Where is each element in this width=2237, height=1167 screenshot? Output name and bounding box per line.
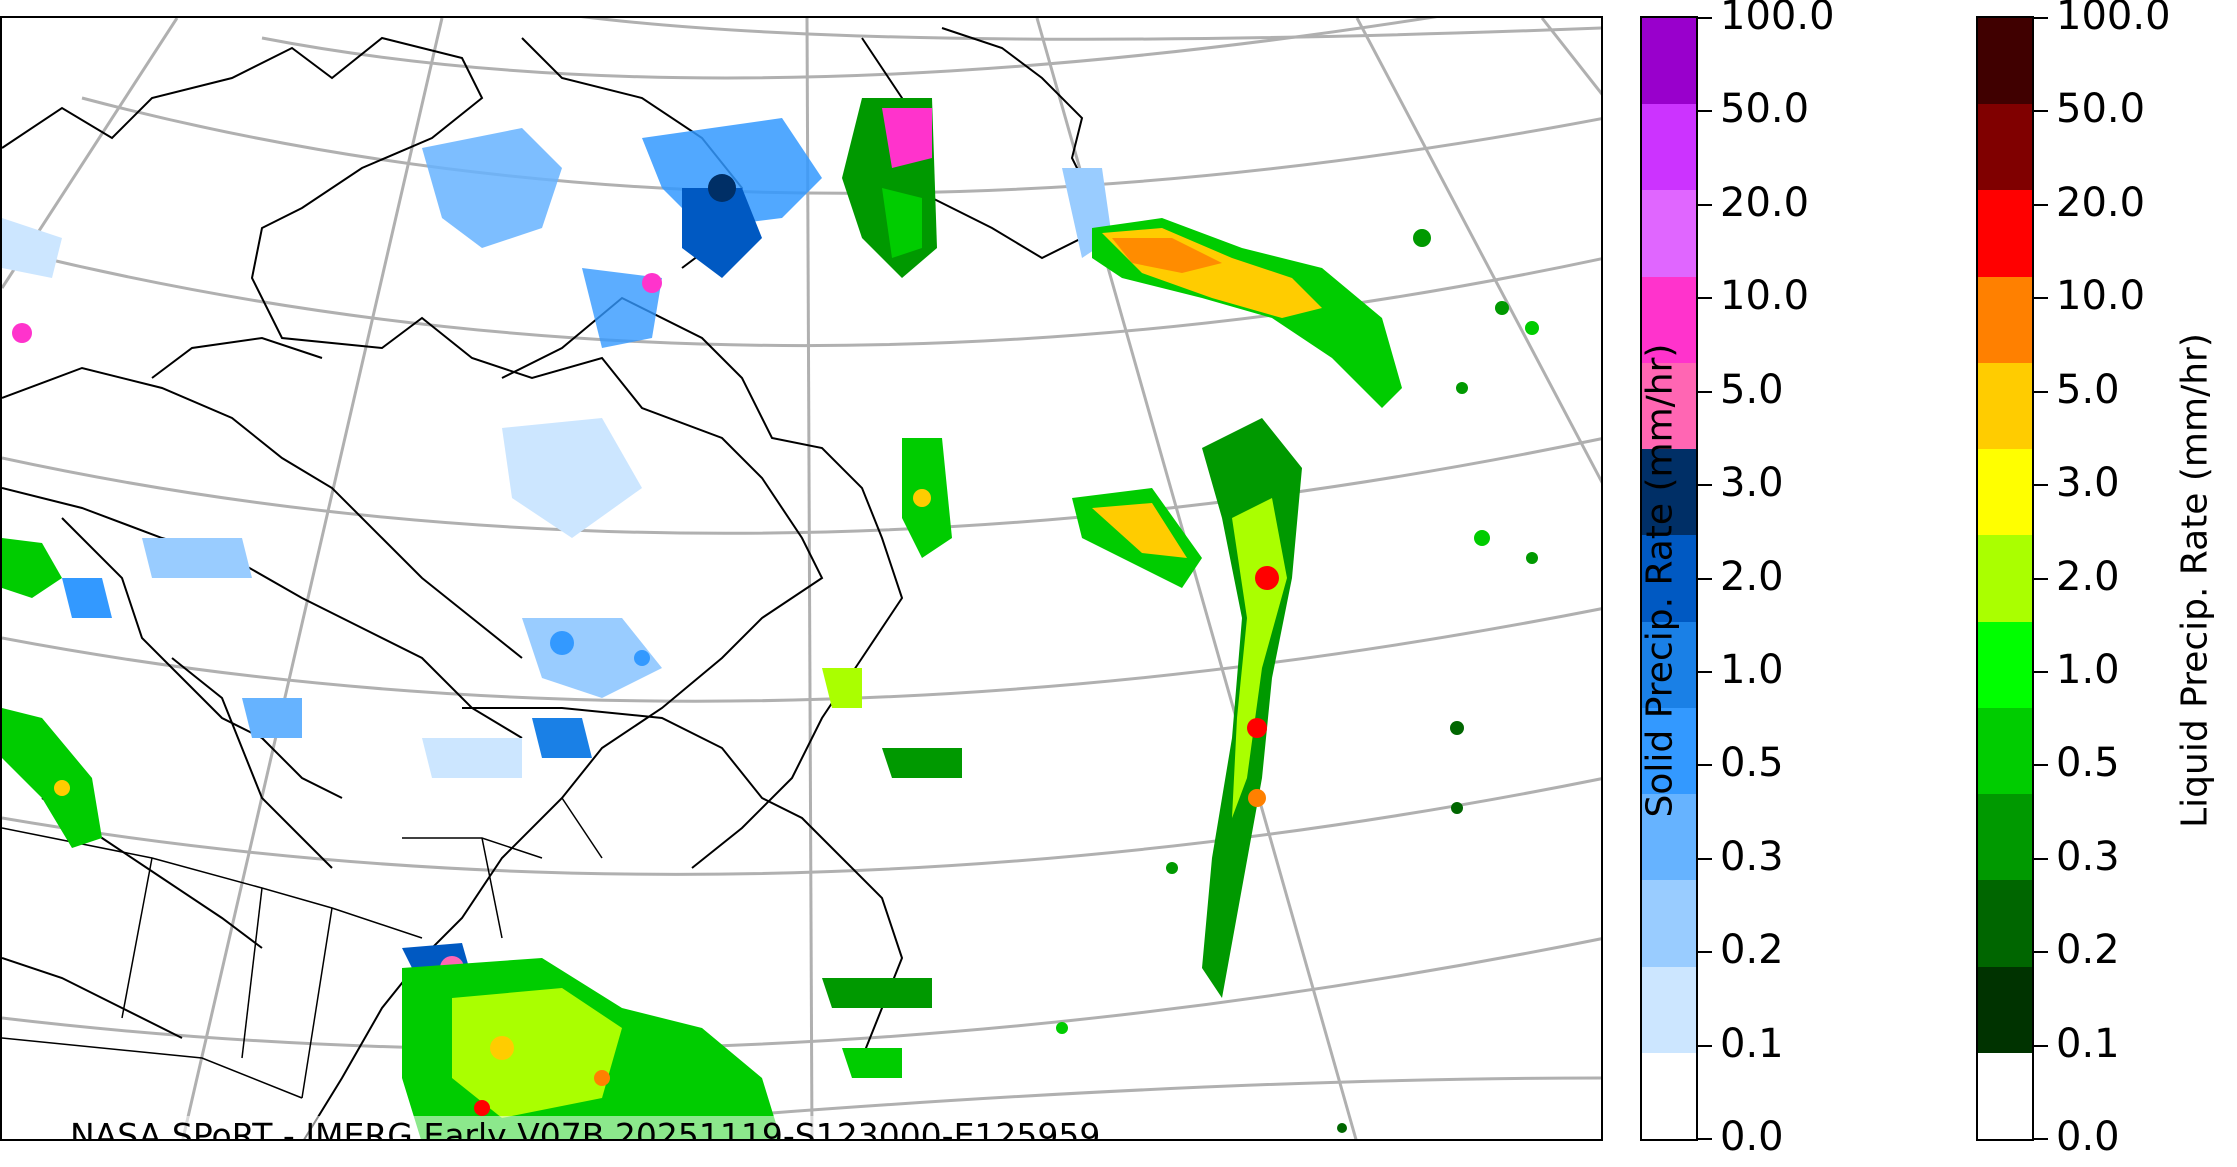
liquid-colorbar-tick-label: 20.0 bbox=[2056, 179, 2146, 226]
latitude-gridlines bbox=[2, 18, 1601, 1139]
liquid-colorbar-tick-mark bbox=[2034, 390, 2048, 393]
liquid-colorbar-segment bbox=[1978, 103, 2032, 191]
solid-colorbar-segment bbox=[1642, 17, 1696, 105]
solid-colorbar-segment bbox=[1642, 1052, 1696, 1139]
solid-colorbar-tick-label: 0.3 bbox=[1720, 833, 1784, 880]
solid-precip-axis-label: Solid Precip. Rate (mm/hr) bbox=[1639, 343, 1681, 818]
liquid-colorbar-tick-mark bbox=[2034, 203, 2048, 206]
solid-colorbar-tick-label: 50.0 bbox=[1720, 86, 1810, 133]
solid-colorbar-tick-label: 0.1 bbox=[1720, 1020, 1784, 1067]
solid-colorbar-tick-mark bbox=[1698, 764, 1712, 767]
liquid-colorbar-tick-mark bbox=[2034, 17, 2048, 19]
liquid-colorbar-tick-mark bbox=[2034, 577, 2048, 580]
solid-colorbar-tick-mark bbox=[1698, 670, 1712, 673]
solid-colorbar-segment bbox=[1642, 189, 1696, 277]
liquid-colorbar-segment bbox=[1978, 448, 2032, 536]
liquid-colorbar-segment bbox=[1978, 276, 2032, 363]
solid-colorbar-tick-mark bbox=[1698, 577, 1712, 580]
liquid-colorbar-tick-mark bbox=[2034, 110, 2048, 113]
liquid-colorbar-tick-label: 0.1 bbox=[2056, 1020, 2120, 1067]
liquid-colorbar-tick-label: 1.0 bbox=[2056, 646, 2120, 693]
solid-colorbar-tick-mark bbox=[1698, 951, 1712, 954]
solid-colorbar-tick-label: 1.0 bbox=[1720, 646, 1784, 693]
liquid-colorbar-tick-mark bbox=[2034, 951, 2048, 954]
solid-colorbar-tick-label: 10.0 bbox=[1720, 273, 1810, 320]
liquid-colorbar-segment bbox=[1978, 966, 2032, 1053]
solid-colorbar-tick-label: 5.0 bbox=[1720, 366, 1784, 413]
solid-colorbar-tick-label: 20.0 bbox=[1720, 179, 1810, 226]
liquid-colorbar-tick-label: 0.2 bbox=[2056, 927, 2120, 974]
solid-colorbar-segment bbox=[1642, 966, 1696, 1053]
solid-colorbar-tick-label: 0.5 bbox=[1720, 740, 1784, 787]
solid-colorbar-segment bbox=[1642, 362, 1696, 450]
liquid-colorbar-tick-label: 5.0 bbox=[2056, 366, 2120, 413]
liquid-colorbar-tick-label: 0.3 bbox=[2056, 833, 2120, 880]
liquid-colorbar-segment bbox=[1978, 1052, 2032, 1139]
liquid-colorbar-segment bbox=[1978, 879, 2032, 967]
solid-colorbar-segment bbox=[1642, 621, 1696, 708]
solid-colorbar-tick-label: 100.0 bbox=[1720, 0, 1835, 39]
solid-precip-colorbar bbox=[1640, 16, 1698, 1141]
liquid-precip-field bbox=[2, 98, 1539, 1139]
solid-colorbar-tick-mark bbox=[1698, 203, 1712, 206]
liquid-colorbar-tick-mark bbox=[2034, 297, 2048, 300]
map-canvas bbox=[2, 18, 1601, 1139]
liquid-colorbar-tick-label: 2.0 bbox=[2056, 553, 2120, 600]
liquid-colorbar-tick-mark bbox=[2034, 484, 2048, 487]
liquid-colorbar-tick-label: 0.0 bbox=[2056, 1114, 2120, 1160]
liquid-colorbar-tick-label: 3.0 bbox=[2056, 460, 2120, 507]
solid-colorbar-tick-mark bbox=[1698, 390, 1712, 393]
data-source-credit: NASA SPoRT - IMERG Early V07B 20251119-S… bbox=[66, 1116, 1105, 1139]
solid-colorbar-segment bbox=[1642, 707, 1696, 795]
solid-colorbar-tick-mark bbox=[1698, 17, 1712, 19]
liquid-colorbar-tick-mark bbox=[2034, 857, 2048, 860]
liquid-colorbar-segment bbox=[1978, 793, 2032, 881]
liquid-colorbar-tick-label: 10.0 bbox=[2056, 273, 2146, 320]
solid-colorbar-tick-label: 3.0 bbox=[1720, 460, 1784, 507]
liquid-colorbar-tick-mark bbox=[2034, 670, 2048, 673]
solid-colorbar-segment bbox=[1642, 793, 1696, 881]
liquid-colorbar-segment bbox=[1978, 534, 2032, 622]
solid-colorbar-segment bbox=[1642, 276, 1696, 363]
liquid-colorbar-tick-mark bbox=[2034, 764, 2048, 767]
liquid-colorbar-segment bbox=[1978, 189, 2032, 277]
solid-colorbar-tick-mark bbox=[1698, 1044, 1712, 1047]
solid-colorbar-segment bbox=[1642, 448, 1696, 536]
solid-colorbar-tick-mark bbox=[1698, 484, 1712, 487]
solid-colorbar-tick-label: 0.0 bbox=[1720, 1114, 1784, 1160]
solid-colorbar-tick-label: 0.2 bbox=[1720, 927, 1784, 974]
solid-colorbar-tick-mark bbox=[1698, 297, 1712, 300]
liquid-colorbar-tick-label: 50.0 bbox=[2056, 86, 2146, 133]
solid-colorbar-tick-mark bbox=[1698, 1138, 1712, 1140]
solid-colorbar-tick-label: 2.0 bbox=[1720, 553, 1784, 600]
solid-colorbar-segment bbox=[1642, 103, 1696, 191]
liquid-colorbar-segment bbox=[1978, 707, 2032, 795]
solid-colorbar-tick-mark bbox=[1698, 857, 1712, 860]
state-borders bbox=[2, 797, 603, 1099]
liquid-precip-axis-label: Liquid Precip. Rate (mm/hr) bbox=[2174, 333, 2216, 828]
solid-colorbar-segment bbox=[1642, 879, 1696, 967]
precipitation-map: NASA SPoRT - IMERG Early V07B 20251119-S… bbox=[0, 16, 1603, 1141]
liquid-colorbar-tick-mark bbox=[2034, 1138, 2048, 1140]
solid-colorbar-segment bbox=[1642, 534, 1696, 622]
liquid-colorbar-segment bbox=[1978, 17, 2032, 105]
liquid-colorbar-tick-label: 0.5 bbox=[2056, 740, 2120, 787]
liquid-colorbar-tick-label: 100.0 bbox=[2056, 0, 2171, 39]
liquid-colorbar-segment bbox=[1978, 362, 2032, 450]
liquid-colorbar-tick-mark bbox=[2034, 1044, 2048, 1047]
solid-colorbar-tick-mark bbox=[1698, 110, 1712, 113]
liquid-colorbar-segment bbox=[1978, 621, 2032, 708]
solid-precip-field bbox=[2, 118, 1112, 988]
liquid-precip-colorbar bbox=[1976, 16, 2034, 1141]
